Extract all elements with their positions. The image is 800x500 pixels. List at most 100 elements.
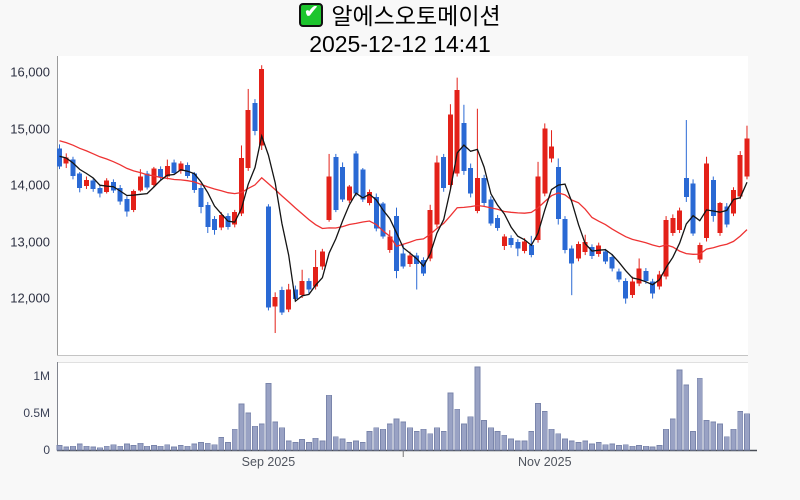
- candle-down: [690, 183, 696, 234]
- candle-down: [683, 178, 689, 197]
- candle-up: [677, 210, 683, 231]
- volume-bar: [252, 425, 258, 451]
- volume-bar: [225, 442, 231, 451]
- candle-down: [495, 217, 501, 228]
- volume-bar: [346, 442, 353, 451]
- candle-up: [522, 241, 528, 252]
- candle-down: [400, 253, 406, 267]
- volume-bar: [70, 445, 76, 451]
- candle-up: [218, 214, 224, 228]
- candle-down: [528, 244, 534, 256]
- volume-bar: [245, 412, 252, 451]
- price-chart-area[interactable]: [57, 56, 748, 356]
- volume-bar: [487, 427, 494, 451]
- candle-down: [198, 187, 204, 208]
- volume-axis-tick: 1M: [33, 369, 50, 383]
- volume-bar: [575, 442, 582, 451]
- candle-down: [124, 199, 130, 212]
- volume-bar: [218, 437, 225, 451]
- volume-bar: [744, 413, 750, 451]
- volume-bar: [407, 427, 413, 451]
- price-axis-tick: 13,000: [10, 234, 50, 249]
- candle-down: [488, 199, 494, 224]
- ma5-line: [59, 133, 748, 303]
- candle-up: [272, 296, 278, 307]
- volume-bar: [609, 443, 616, 451]
- candle-up: [474, 178, 480, 211]
- volume-bar: [380, 428, 386, 451]
- candle-down: [616, 271, 622, 280]
- candle-up: [549, 146, 555, 159]
- volume-bar: [63, 446, 70, 451]
- candle-down: [212, 218, 218, 231]
- volume-bar: [211, 444, 218, 451]
- symbol-checkbox[interactable]: ✔: [299, 2, 324, 27]
- candle-down: [643, 270, 649, 282]
- candle-down: [468, 168, 474, 194]
- volume-bar: [130, 445, 137, 451]
- volume-bar: [616, 445, 622, 451]
- volume-bar: [90, 446, 97, 451]
- candle-down: [306, 281, 312, 290]
- price-axis-tick: 16,000: [10, 64, 50, 80]
- volume-bar: [339, 438, 346, 451]
- volume-bar: [582, 440, 589, 451]
- volume-bar: [737, 411, 744, 451]
- volume-bar: [514, 440, 521, 451]
- candle-down: [144, 173, 150, 188]
- candle-up: [131, 191, 137, 210]
- candle-down: [292, 289, 298, 300]
- volume-bar: [535, 402, 541, 451]
- volume-bar: [508, 438, 514, 451]
- volume-bar: [353, 440, 359, 451]
- volume-bar: [326, 394, 333, 451]
- candle-down: [97, 187, 103, 194]
- candle-up: [286, 289, 292, 310]
- volume-bar: [568, 440, 575, 451]
- candle-down: [710, 179, 716, 217]
- volume-bar: [555, 433, 562, 451]
- volume-bar: [521, 440, 528, 451]
- check-icon: ✔: [304, 2, 319, 21]
- volume-bar: [258, 423, 265, 451]
- price-axis-tick: 12,000: [10, 290, 50, 306]
- volume-bar: [501, 434, 508, 451]
- candle-up: [137, 176, 143, 191]
- candle-up: [387, 236, 393, 250]
- candle-down: [650, 281, 656, 294]
- candle-up: [636, 268, 642, 284]
- candle-up: [434, 162, 440, 225]
- candle-down: [360, 169, 366, 200]
- volume-bar: [177, 445, 184, 451]
- volume-bar: [231, 428, 238, 451]
- volume-bar: [373, 427, 380, 451]
- volume-bar: [386, 423, 393, 451]
- volume-bar: [191, 443, 198, 451]
- volume-bar: [359, 442, 366, 451]
- volume-bar: [393, 418, 400, 451]
- volume-bar: [204, 442, 211, 451]
- candle-up: [232, 212, 238, 225]
- volume-bar: [481, 419, 488, 451]
- volume-bar: [454, 408, 461, 451]
- volume-bar: [690, 431, 696, 451]
- candle-down: [90, 180, 96, 189]
- volume-bar: [629, 445, 636, 451]
- volume-bar: [76, 443, 83, 451]
- volume-bar: [676, 369, 683, 451]
- candle-down: [394, 216, 399, 271]
- candle-up: [83, 179, 89, 187]
- volume-bar: [420, 428, 427, 451]
- candle-up: [501, 236, 507, 247]
- candle-up: [737, 155, 743, 197]
- candle-down: [205, 204, 211, 227]
- ma20-line: [59, 140, 748, 255]
- volume-bar: [171, 446, 177, 451]
- candle-up: [663, 220, 669, 277]
- volume-axis-tick: 0.5M: [23, 406, 50, 420]
- volume-bar: [285, 440, 292, 451]
- volume-bar: [595, 442, 602, 451]
- candle-down: [340, 166, 346, 200]
